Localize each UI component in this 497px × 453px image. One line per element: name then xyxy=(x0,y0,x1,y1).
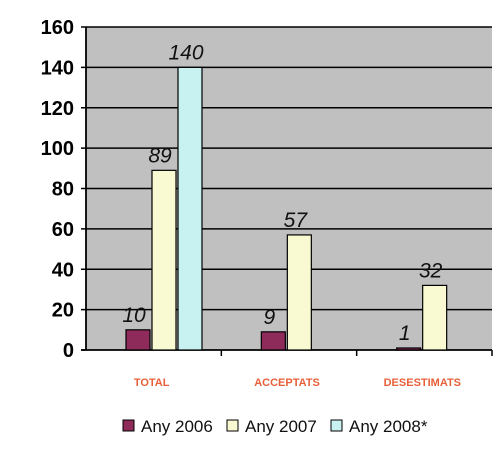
legend-swatch xyxy=(226,419,239,432)
y-tick-label: 20 xyxy=(52,300,74,322)
y-tick-label: 120 xyxy=(41,98,74,120)
legend-swatch xyxy=(122,419,135,432)
bar xyxy=(286,234,312,351)
data-label: 9 xyxy=(263,306,275,329)
legend-label: Any 2006 xyxy=(141,417,213,436)
y-tick-label: 140 xyxy=(41,57,74,79)
data-label: 89 xyxy=(148,144,172,167)
data-label: 140 xyxy=(168,41,203,64)
x-category-label: DESESTIMATS xyxy=(384,377,461,389)
x-category-label: ACCEPTATS xyxy=(254,377,320,389)
bar xyxy=(260,331,286,351)
data-label: 10 xyxy=(122,304,146,327)
bar xyxy=(396,347,422,351)
y-tick-label: 100 xyxy=(41,138,74,160)
bar xyxy=(177,66,203,351)
data-label: 57 xyxy=(284,209,309,232)
x-category-label: TOTAL xyxy=(134,377,170,389)
y-tick-label: 60 xyxy=(52,219,74,241)
bar xyxy=(422,284,448,351)
legend-label: Any 2007 xyxy=(245,417,317,436)
y-tick-label: 0 xyxy=(63,340,74,362)
bar xyxy=(125,329,151,351)
legend-label: Any 2008* xyxy=(349,417,428,436)
data-label: 1 xyxy=(399,322,411,345)
y-tick-label: 80 xyxy=(52,179,74,201)
y-tick-label: 160 xyxy=(41,17,74,39)
legend-swatch xyxy=(330,419,343,432)
data-label: 32 xyxy=(419,259,443,282)
bar xyxy=(151,169,177,351)
y-tick-label: 40 xyxy=(52,259,74,281)
